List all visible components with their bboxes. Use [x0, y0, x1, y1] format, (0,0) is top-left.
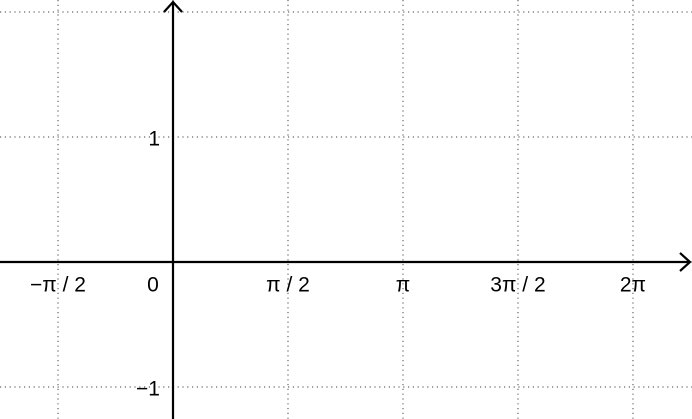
x-tick-label: −π / 2: [30, 274, 86, 297]
y-tick-label: 1: [148, 128, 160, 151]
y-tick-label: −1: [136, 378, 160, 401]
x-axis: [0, 252, 692, 272]
x-tick-label: 3π / 2: [490, 274, 545, 297]
x-tick-label: π / 2: [266, 274, 310, 297]
x-tick-label: 0: [147, 274, 159, 297]
x-tick-label: 2π: [620, 274, 646, 297]
x-tick-label: π: [396, 274, 411, 297]
y-axis: [163, 0, 183, 419]
